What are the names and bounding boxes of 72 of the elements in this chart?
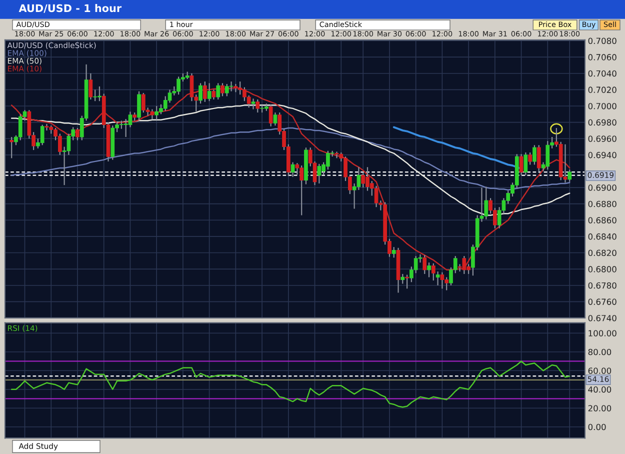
y-tick-label: 0.7040 xyxy=(588,70,616,77)
chart-title: AUD/USD - 1 hour xyxy=(18,4,122,13)
y-tick-label: 0.7060 xyxy=(588,54,616,60)
candlestick xyxy=(18,114,22,141)
candlestick xyxy=(190,72,194,102)
y-tick-label: 0.6960 xyxy=(588,136,616,142)
y-tick-label: 0.6760 xyxy=(588,298,616,305)
candlestick xyxy=(198,82,202,104)
candlestick xyxy=(137,90,141,122)
y-tick-label: 0.6820 xyxy=(588,250,616,256)
candlestick xyxy=(290,162,295,178)
y-tick-label: 80.00 xyxy=(588,348,612,356)
candlestick xyxy=(220,82,224,97)
candlestick xyxy=(268,104,273,127)
y-tick-label: 0.00 xyxy=(588,424,606,430)
candlestick xyxy=(229,80,234,92)
candlestick xyxy=(150,108,154,120)
candlestick xyxy=(216,82,220,100)
candlestick xyxy=(546,140,550,170)
candlestick xyxy=(202,80,207,102)
y-tick-label: 0.6740 xyxy=(588,314,616,322)
y-tick-label: 100.00 xyxy=(588,330,616,336)
y-tick-label: 0.7080 xyxy=(588,38,616,44)
candlestick xyxy=(58,133,62,156)
candlestick xyxy=(207,82,212,102)
candlestick xyxy=(519,154,524,176)
y-tick-label: 0.7020 xyxy=(588,86,616,93)
y-tick-label: 0.6840 xyxy=(588,233,616,240)
candlestick xyxy=(462,255,466,275)
candlestick xyxy=(334,151,339,159)
y-tick-label: 0.6980 xyxy=(588,119,616,126)
candlestick xyxy=(532,144,536,166)
candlestick xyxy=(436,270,440,286)
candlestick xyxy=(374,185,378,208)
candlestick xyxy=(10,136,14,159)
candlestick xyxy=(88,72,93,100)
line-series xyxy=(10,360,570,408)
candlestick xyxy=(405,274,409,290)
candlestick xyxy=(154,105,159,120)
candlestick xyxy=(317,163,322,184)
candlestick xyxy=(124,118,128,138)
candlestick xyxy=(563,144,568,184)
y-tick-label: 60.00 xyxy=(588,368,612,374)
candlestick xyxy=(400,273,405,284)
candlestick xyxy=(422,254,427,275)
y-tick-label: 0.7000 xyxy=(588,102,616,110)
y-tick-label: 40.00 xyxy=(588,386,612,393)
candlestick xyxy=(361,172,366,188)
candlestick xyxy=(93,89,98,102)
candlestick xyxy=(392,246,396,258)
y-tick-label: 0.6940 xyxy=(588,152,616,158)
candlestick xyxy=(273,112,278,126)
y-tick-label: 0.6900 xyxy=(588,184,616,191)
candlestick xyxy=(528,152,532,166)
y-tick-label: 0.6860 xyxy=(588,217,616,224)
candlestick xyxy=(40,124,44,146)
candlestick xyxy=(427,262,431,278)
y-tick-label: 0.6780 xyxy=(588,282,616,289)
candlestick xyxy=(212,89,216,100)
candlestick xyxy=(44,123,49,132)
candlestick xyxy=(536,144,541,172)
candlestick xyxy=(76,127,80,141)
candlestick xyxy=(128,111,132,128)
y-tick-label: 0.6880 xyxy=(588,200,616,208)
candlestick xyxy=(484,186,488,220)
y-tick-label: 20.00 xyxy=(588,405,612,412)
candlestick xyxy=(431,262,436,282)
candlestick xyxy=(524,152,528,176)
candlestick xyxy=(440,272,444,290)
candlestick xyxy=(256,98,260,114)
candlestick xyxy=(251,98,256,110)
y-tick-label: 0.6800 xyxy=(588,266,616,272)
